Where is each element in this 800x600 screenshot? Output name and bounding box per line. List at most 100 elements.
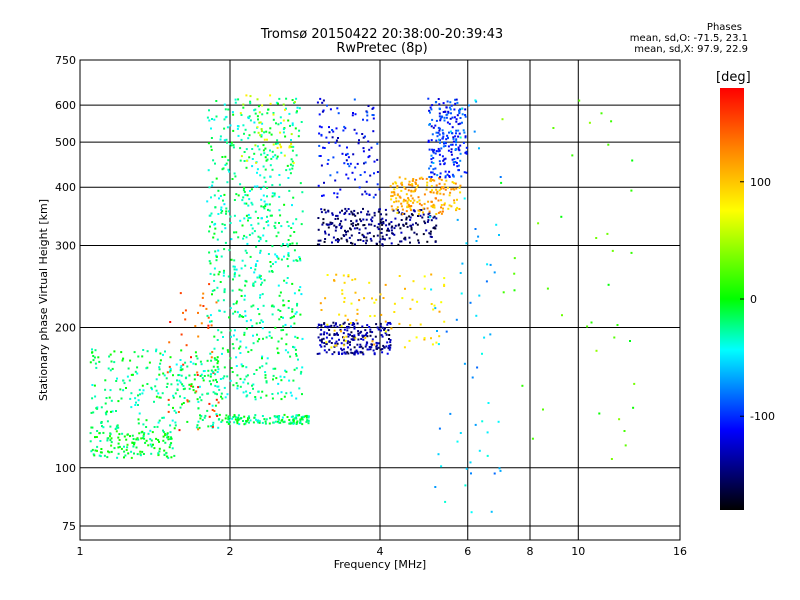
data-point — [101, 425, 103, 428]
data-point — [197, 420, 200, 423]
data-point — [136, 366, 139, 369]
data-point — [154, 385, 157, 388]
data-point — [251, 232, 254, 235]
data-point — [251, 203, 254, 206]
data-point — [366, 331, 369, 334]
data-point — [172, 396, 175, 399]
data-point — [282, 243, 284, 245]
data-point — [397, 243, 400, 246]
data-point — [382, 221, 385, 223]
data-point — [260, 205, 263, 208]
data-point — [448, 131, 450, 134]
data-point — [458, 111, 461, 114]
data-point — [245, 280, 248, 283]
data-point — [463, 171, 466, 174]
data-point — [208, 119, 211, 122]
data-point — [288, 422, 291, 425]
data-point — [173, 454, 176, 457]
data-point — [190, 383, 193, 386]
data-point — [155, 348, 158, 351]
data-point — [598, 412, 601, 415]
data-point — [207, 392, 210, 395]
data-point — [450, 151, 453, 153]
data-point — [258, 274, 261, 277]
data-point — [254, 268, 257, 271]
data-point — [218, 197, 220, 200]
data-point — [353, 209, 356, 212]
data-point — [296, 259, 299, 262]
data-point — [261, 122, 264, 125]
data-point — [458, 169, 460, 172]
data-point — [301, 210, 304, 213]
data-point — [561, 314, 563, 317]
data-point — [352, 222, 355, 225]
data-point — [419, 323, 422, 326]
data-point — [322, 99, 325, 102]
data-point — [440, 212, 443, 215]
data-point — [436, 190, 439, 193]
data-point — [376, 226, 379, 229]
data-point — [169, 369, 172, 372]
data-point — [247, 204, 250, 207]
data-point — [236, 300, 238, 303]
data-point — [419, 209, 422, 212]
data-point — [411, 184, 414, 187]
data-point — [499, 469, 502, 472]
data-point — [481, 420, 484, 423]
data-point — [513, 289, 516, 292]
data-point — [106, 437, 109, 440]
data-point — [206, 359, 209, 362]
data-point — [277, 417, 280, 420]
data-point — [379, 221, 382, 223]
data-point — [238, 315, 241, 318]
data-point — [384, 320, 387, 323]
data-point — [382, 344, 385, 347]
data-point — [396, 211, 399, 214]
data-point — [233, 415, 236, 418]
data-point — [217, 213, 220, 215]
data-point — [293, 417, 296, 420]
data-point — [355, 132, 358, 135]
data-point — [223, 248, 226, 251]
data-point — [261, 104, 264, 107]
data-point — [437, 150, 440, 153]
data-point — [360, 220, 363, 223]
data-point — [305, 420, 308, 423]
data-point — [500, 181, 503, 184]
data-point — [110, 444, 113, 447]
data-point — [277, 231, 280, 234]
data-point — [180, 349, 183, 352]
data-point — [429, 190, 432, 193]
data-point — [138, 432, 141, 435]
data-point — [253, 271, 256, 274]
data-point — [389, 344, 392, 347]
data-point — [332, 156, 335, 159]
data-point — [176, 383, 179, 386]
data-point — [339, 211, 341, 214]
data-point — [318, 144, 321, 147]
data-point — [106, 439, 109, 442]
data-point — [322, 109, 325, 112]
data-point — [373, 214, 376, 217]
data-point — [162, 431, 165, 434]
data-point — [249, 255, 252, 258]
data-point — [217, 249, 220, 252]
data-point — [294, 348, 297, 351]
data-point — [124, 454, 127, 457]
data-point — [586, 325, 589, 328]
data-point — [274, 253, 277, 256]
data-point — [225, 414, 228, 417]
data-point — [336, 332, 338, 335]
data-point — [393, 227, 396, 230]
data-point — [211, 184, 214, 187]
data-point — [287, 254, 290, 257]
data-point — [162, 439, 165, 442]
data-point — [339, 328, 342, 331]
data-point — [219, 135, 222, 138]
data-point — [295, 218, 298, 221]
data-point — [117, 426, 120, 429]
data-point — [279, 116, 282, 119]
data-point — [257, 235, 260, 238]
data-point — [293, 315, 295, 318]
data-point — [217, 426, 220, 429]
